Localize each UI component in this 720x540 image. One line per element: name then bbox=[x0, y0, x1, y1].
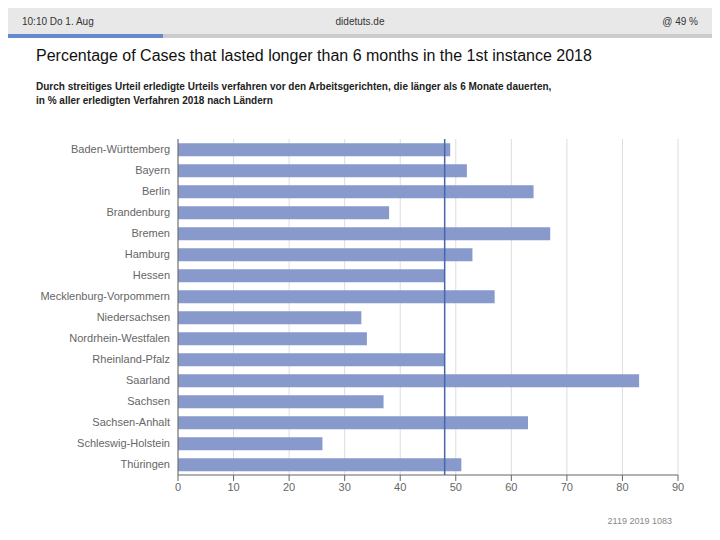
html-text:in % aller erledigten Verfahre: in % aller erledigten Verfahren 2018 nac… bbox=[36, 95, 273, 106]
svg-text:90: 90 bbox=[672, 481, 684, 493]
svg-text:Sachsen-Anhalt: Sachsen-Anhalt bbox=[92, 416, 170, 428]
html-text:10:10 Do 1. Aug: 10:10 Do 1. Aug bbox=[22, 15, 94, 27]
svg-text:Schleswig-Holstein: Schleswig-Holstein bbox=[77, 437, 170, 449]
svg-text:Brandenburg: Brandenburg bbox=[106, 206, 170, 218]
svg-text:60: 60 bbox=[505, 481, 517, 493]
html-text:2119 2019 1083: 2119 2019 1083 bbox=[607, 516, 672, 526]
svg-text:Rheinland-Pfalz: Rheinland-Pfalz bbox=[92, 353, 170, 365]
svg-text:70: 70 bbox=[561, 481, 573, 493]
svg-text:80: 80 bbox=[616, 481, 628, 493]
svg-text:Bayern: Bayern bbox=[135, 164, 170, 176]
html-text:Percentage of Cases that laste: Percentage of Cases that lasted longer t… bbox=[36, 47, 592, 64]
svg-text:Baden-Württemberg: Baden-Württemberg bbox=[71, 143, 170, 155]
svg-text:Hessen: Hessen bbox=[133, 269, 170, 281]
svg-text:Mecklenburg-Vorpommern: Mecklenburg-Vorpommern bbox=[40, 290, 170, 302]
svg-text:10: 10 bbox=[227, 481, 239, 493]
svg-text:Hamburg: Hamburg bbox=[125, 248, 170, 260]
svg-text:20: 20 bbox=[283, 481, 295, 493]
svg-text:40: 40 bbox=[394, 481, 406, 493]
html-text:@ 49 %: @ 49 % bbox=[662, 15, 698, 27]
svg-text:50: 50 bbox=[450, 481, 462, 493]
svg-text:30: 30 bbox=[339, 481, 351, 493]
html-text:didetuts.de: didetuts.de bbox=[335, 15, 385, 27]
svg-text:Thüringen: Thüringen bbox=[120, 458, 170, 470]
svg-text:Nordrhein-Westfalen: Nordrhein-Westfalen bbox=[69, 332, 170, 344]
svg-text:Bremen: Bremen bbox=[131, 227, 170, 239]
svg-text:0: 0 bbox=[175, 481, 181, 493]
html-text:Durch streitiges Urteil erledi: Durch streitiges Urteil erledigte Urteil… bbox=[36, 81, 552, 92]
svg-text:Niedersachsen: Niedersachsen bbox=[97, 311, 170, 323]
svg-text:Saarland: Saarland bbox=[126, 374, 170, 386]
svg-text:Sachsen: Sachsen bbox=[127, 395, 170, 407]
svg-text:Berlin: Berlin bbox=[142, 185, 170, 197]
